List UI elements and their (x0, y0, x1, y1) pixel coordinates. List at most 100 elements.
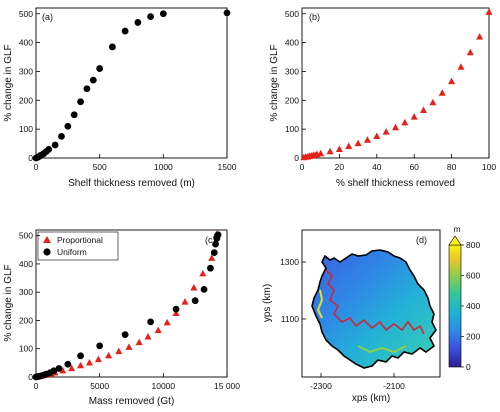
panel-a-point (58, 132, 65, 140)
legend-circle-marker (43, 248, 51, 256)
panel-c-point (208, 254, 216, 261)
panel-d-map (311, 249, 437, 369)
panel-a-point (83, 85, 91, 93)
panel-d-xtick-label: -2300 (310, 381, 332, 391)
panel-a-point (70, 111, 78, 119)
panel-a-xtick-label: 1500 (218, 162, 237, 172)
panel-c-ytick-label: 0 (28, 372, 33, 382)
panel-b-point (429, 98, 437, 106)
panel-c-point (121, 331, 129, 338)
panel-c-frame (35, 229, 228, 378)
colorbar-title: m (453, 224, 460, 234)
panel-b-ytick-label: 300 (285, 66, 299, 76)
panel-a-ytick-label: 300 (19, 66, 33, 76)
panel-b-ytick-label: 200 (285, 95, 299, 105)
grounding-line (325, 269, 425, 335)
panel-c-ytick-label: 200 (19, 315, 33, 325)
panel-b-point (326, 147, 334, 155)
panel-a-point (134, 19, 142, 26)
panel-a-point (159, 10, 167, 18)
panel-b-point (438, 89, 446, 96)
panel-c-point (190, 284, 198, 291)
panel-b-frame (301, 7, 490, 159)
panel-c-ytick-label: 100 (19, 344, 33, 354)
panel-a-point (89, 76, 97, 84)
green-margin (357, 345, 407, 354)
panel-c-point (199, 269, 207, 277)
colorbar: m (448, 224, 462, 368)
panel-c-label: (c) (205, 235, 216, 245)
panel-b-point (420, 106, 428, 114)
panel-d-ylabel: yps (km) (262, 284, 273, 322)
panel-b-ytick-label: 500 (285, 9, 299, 19)
panel-a-point (51, 141, 59, 149)
colorbar-tick-label: 0 (466, 362, 471, 372)
panel-a-ytick-label: 0 (28, 153, 33, 163)
panel-b-point (466, 48, 474, 56)
panel-a-point (147, 13, 155, 21)
panel-c-xtick-label: 10000 (152, 381, 176, 391)
panel-d-xtick-label: -2100 (383, 381, 405, 391)
panel-a-xtick-label: 0 (34, 162, 39, 172)
panel-c-point (115, 347, 123, 355)
panel-a-xtick-label: 500 (93, 162, 107, 172)
panel-b-xtick-label: 60 (409, 162, 419, 172)
panel-c-xlabel: Mass removed (Gt) (89, 396, 175, 407)
panel-c-ytick-label: 500 (19, 231, 33, 241)
panel-c-point (210, 249, 218, 257)
panel-c-point (163, 318, 171, 326)
panel-c-point (144, 332, 152, 340)
panel-c-point (55, 365, 63, 372)
panel-c-point (105, 351, 113, 359)
colorbar-tick-label: 400 (466, 301, 480, 311)
panel-b-xtick-label: 80 (447, 162, 457, 172)
panel-a-point (77, 98, 84, 106)
panel-c-point (172, 309, 180, 316)
panel-d-ytick-label: 1100 (281, 314, 300, 324)
panel-b-ytick-label: 400 (285, 38, 299, 48)
panel-b-xtick-label: 20 (335, 162, 345, 172)
panel-c-point (77, 361, 85, 369)
panel-c-point (191, 297, 199, 305)
legend-box (37, 231, 119, 261)
panel-a-point (223, 9, 231, 17)
panel-b-xtick-label: 40 (372, 162, 382, 172)
panel-d-xlabel: xps (km) (352, 393, 390, 404)
colorbar-top-arrow (448, 235, 462, 246)
panel-c-point (64, 360, 72, 368)
panel-b-xtick-label: 0 (300, 162, 305, 172)
panel-c-point (207, 264, 214, 272)
panel-a-ytick-label: 200 (19, 95, 33, 105)
panel-c-point (77, 352, 84, 360)
panel-b-point (457, 63, 465, 70)
colorbar-tick-label: 200 (466, 332, 480, 342)
panel-c-xtick-label: 0 (34, 381, 39, 391)
panel-c-point (181, 298, 189, 305)
panel-b-ylabel: % change in GLF (269, 44, 280, 121)
panel-a-point (64, 122, 72, 130)
panel-c-point (85, 358, 93, 366)
legend-triangle-marker (43, 236, 51, 243)
panel-b-point (335, 145, 343, 152)
panel-b-point (476, 32, 484, 40)
panel-b-point (373, 132, 381, 139)
panel-a-ytick-label: 400 (19, 38, 33, 48)
panel-a-xlabel: Shelf thickness removed (m) (68, 178, 195, 189)
panel-a-point (96, 65, 104, 72)
panel-b-ytick-label: 100 (285, 124, 299, 134)
panel-b-point (317, 149, 325, 157)
panel-a-point (121, 27, 129, 35)
panel-a-xtick-label: 1000 (154, 162, 173, 172)
panel-c-point (147, 318, 155, 326)
colorbar-gradient (448, 244, 462, 368)
panel-a-label: (a) (42, 12, 53, 22)
panel-a-ytick-label: 500 (19, 9, 33, 19)
panel-c-point (200, 285, 208, 293)
panel-b-point (401, 118, 409, 126)
panel-c-ytick-label: 400 (19, 259, 33, 269)
panel-a-frame (35, 7, 228, 159)
panel-c-point (172, 305, 180, 313)
legend-uniform: Uniform (57, 247, 87, 257)
